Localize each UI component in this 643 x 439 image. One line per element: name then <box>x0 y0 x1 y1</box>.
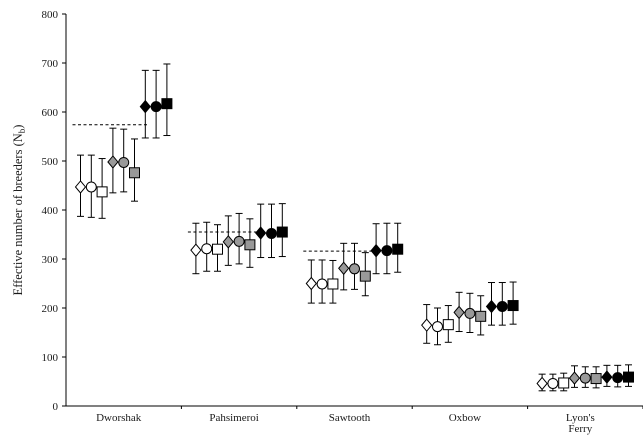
circle-marker <box>432 321 443 333</box>
diamond-marker <box>139 99 151 114</box>
y-tick-label: 700 <box>42 58 59 70</box>
x-category-label: Sawtooth <box>329 412 371 424</box>
diamond-marker <box>305 276 317 291</box>
y-tick-label: 600 <box>42 107 59 119</box>
reference-lines <box>72 124 379 252</box>
y-tick-label: 200 <box>42 303 59 315</box>
square-marker <box>96 186 108 198</box>
square-marker <box>558 377 570 389</box>
y-axis-label-close: ) <box>11 125 25 129</box>
circle-marker <box>349 263 360 275</box>
y-tick-label: 800 <box>42 9 59 21</box>
y-tick-label: 500 <box>42 156 59 168</box>
diamond-marker <box>107 155 119 169</box>
diamond-marker <box>568 371 581 385</box>
square-marker <box>507 300 519 312</box>
circle-marker <box>464 307 476 319</box>
circle-marker <box>579 372 591 384</box>
markers <box>74 98 634 391</box>
y-tick-label: 300 <box>42 254 59 266</box>
y-tick-label: 400 <box>42 205 59 217</box>
diamond-marker <box>536 376 548 391</box>
square-marker <box>244 239 256 251</box>
square-marker <box>129 167 140 179</box>
square-marker <box>212 243 223 255</box>
circle-marker <box>85 181 97 193</box>
error-bars <box>77 63 632 392</box>
y-axis-label-main: Effective number of breeders (N <box>11 133 25 295</box>
x-category-label: Dworshak <box>96 412 142 424</box>
circle-marker <box>118 156 130 168</box>
diamond-marker <box>74 180 87 194</box>
y-axis-label-subscript: b <box>17 128 27 133</box>
circle-marker <box>381 245 393 257</box>
circle-marker <box>150 101 162 113</box>
diamond-marker <box>453 305 465 320</box>
circle-marker <box>316 278 328 290</box>
circle-marker <box>233 235 245 247</box>
diamond-marker <box>370 243 382 258</box>
y-ticks: 0 100 200 300 400 500 600 700 800 <box>42 9 66 413</box>
square-marker <box>327 278 339 290</box>
axes <box>65 14 643 407</box>
diamond-marker <box>601 370 613 384</box>
y-tick-label: 0 <box>53 401 59 413</box>
diamond-marker <box>485 299 498 314</box>
square-marker <box>442 319 454 331</box>
diamond-marker <box>338 261 350 276</box>
square-marker <box>623 371 634 383</box>
x-category-label-line2: Ferry <box>568 423 592 435</box>
square-marker <box>161 98 173 110</box>
circle-marker <box>547 377 559 389</box>
circle-marker <box>266 228 277 240</box>
circle-marker <box>612 372 624 384</box>
square-marker <box>590 373 602 385</box>
diamond-marker <box>255 226 267 240</box>
square-marker <box>392 243 404 255</box>
circle-marker <box>201 243 213 255</box>
square-marker <box>359 270 371 282</box>
x-category-label: Lyon's <box>566 412 595 424</box>
x-category-labels: Dworshak Pahsimeroi Sawtooth Oxbow Lyon'sFer… <box>96 406 643 435</box>
diamond-marker <box>190 243 202 257</box>
y-axis-label: Effective number of breeders (Nb) <box>11 125 27 296</box>
y-tick-label: 100 <box>42 352 59 364</box>
circle-marker <box>496 301 508 313</box>
x-category-label: Oxbow <box>449 412 481 424</box>
square-marker <box>276 226 288 238</box>
diamond-marker <box>222 235 234 249</box>
x-category-label: Pahsimeroi <box>209 412 259 424</box>
diamond-marker <box>421 318 433 332</box>
square-marker <box>475 310 487 322</box>
